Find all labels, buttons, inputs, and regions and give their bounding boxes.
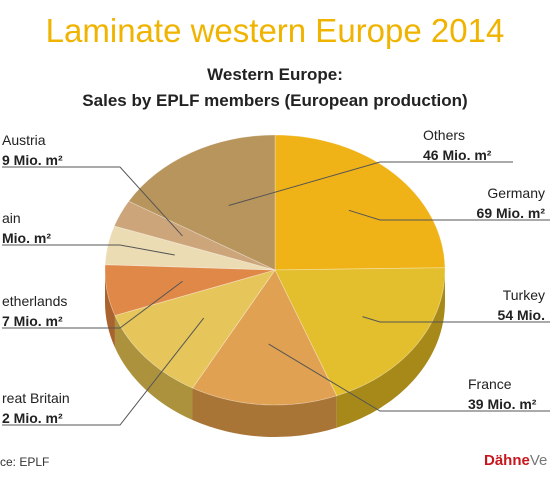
- source-note: ce: EPLF: [0, 455, 50, 469]
- pie-side-france: [192, 388, 337, 438]
- brand-part-2: Ve: [529, 452, 548, 469]
- slice-value-etherlands: 7 Mio. m²: [2, 313, 63, 329]
- pie-slice-austria: [113, 200, 276, 271]
- pie-slice-turkey: [274, 267, 446, 397]
- slice-label-germany: Germany: [487, 185, 545, 201]
- leader-line-france: [268, 343, 550, 412]
- slice-label-etherlands: etherlands: [2, 293, 67, 309]
- leader-lines: [2, 161, 550, 426]
- subtitle-line-2: Sales by EPLF members (European producti…: [82, 91, 468, 110]
- slice-value-germany: 69 Mio. m²: [477, 205, 546, 221]
- leader-line-etherlands: [2, 280, 183, 329]
- slice-label-austria: Austria: [2, 132, 46, 148]
- subtitle-line-1: Western Europe:: [207, 65, 343, 84]
- chart-subtitle: Western Europe: Sales by EPLF members (E…: [0, 62, 550, 114]
- slice-value-turkey: 54 Mio.: [498, 307, 545, 323]
- brand-part-1: Dähne: [484, 452, 530, 469]
- pie-slice-others: [128, 134, 276, 271]
- slice-value-others: 46 Mio. m²: [423, 147, 492, 163]
- publisher-logo: DähneVe: [484, 452, 547, 469]
- pie-side-turkey: [336, 270, 445, 428]
- slice-value-ain: Mio. m²: [2, 230, 51, 246]
- leader-line-turkey: [362, 316, 550, 323]
- leader-line-ain: [2, 244, 175, 256]
- slice-label-turkey: Turkey: [503, 287, 545, 303]
- pie-slices: [104, 134, 446, 406]
- slice-value-reat-britain: 2 Mio. m²: [2, 410, 63, 426]
- slice-value-austria: 9 Mio. m²: [2, 152, 63, 168]
- leader-line-others: [228, 161, 513, 206]
- leader-line-germany: [348, 209, 550, 221]
- slice-label-others: Others: [423, 127, 465, 143]
- slice-label-reat-britain: reat Britain: [2, 390, 70, 406]
- slice-value-france: 39 Mio. m²: [468, 396, 537, 412]
- pie-slice-france: [191, 269, 338, 406]
- slice-labels: Germany 69 Mio. m² Turkey 54 Mio. France 39 M…: [2, 127, 545, 426]
- pie-slice-germany: [274, 134, 446, 271]
- slice-label-france: France: [468, 376, 512, 392]
- leader-line-reat-britain: [2, 317, 205, 426]
- chart-title: Laminate western Europe 2014: [45, 12, 505, 49]
- leader-line-austria: [2, 166, 183, 237]
- pie-side-reat-britain: [114, 315, 193, 421]
- slice-label-ain: ain: [2, 210, 21, 226]
- pie-slice-etherlands: [104, 264, 276, 316]
